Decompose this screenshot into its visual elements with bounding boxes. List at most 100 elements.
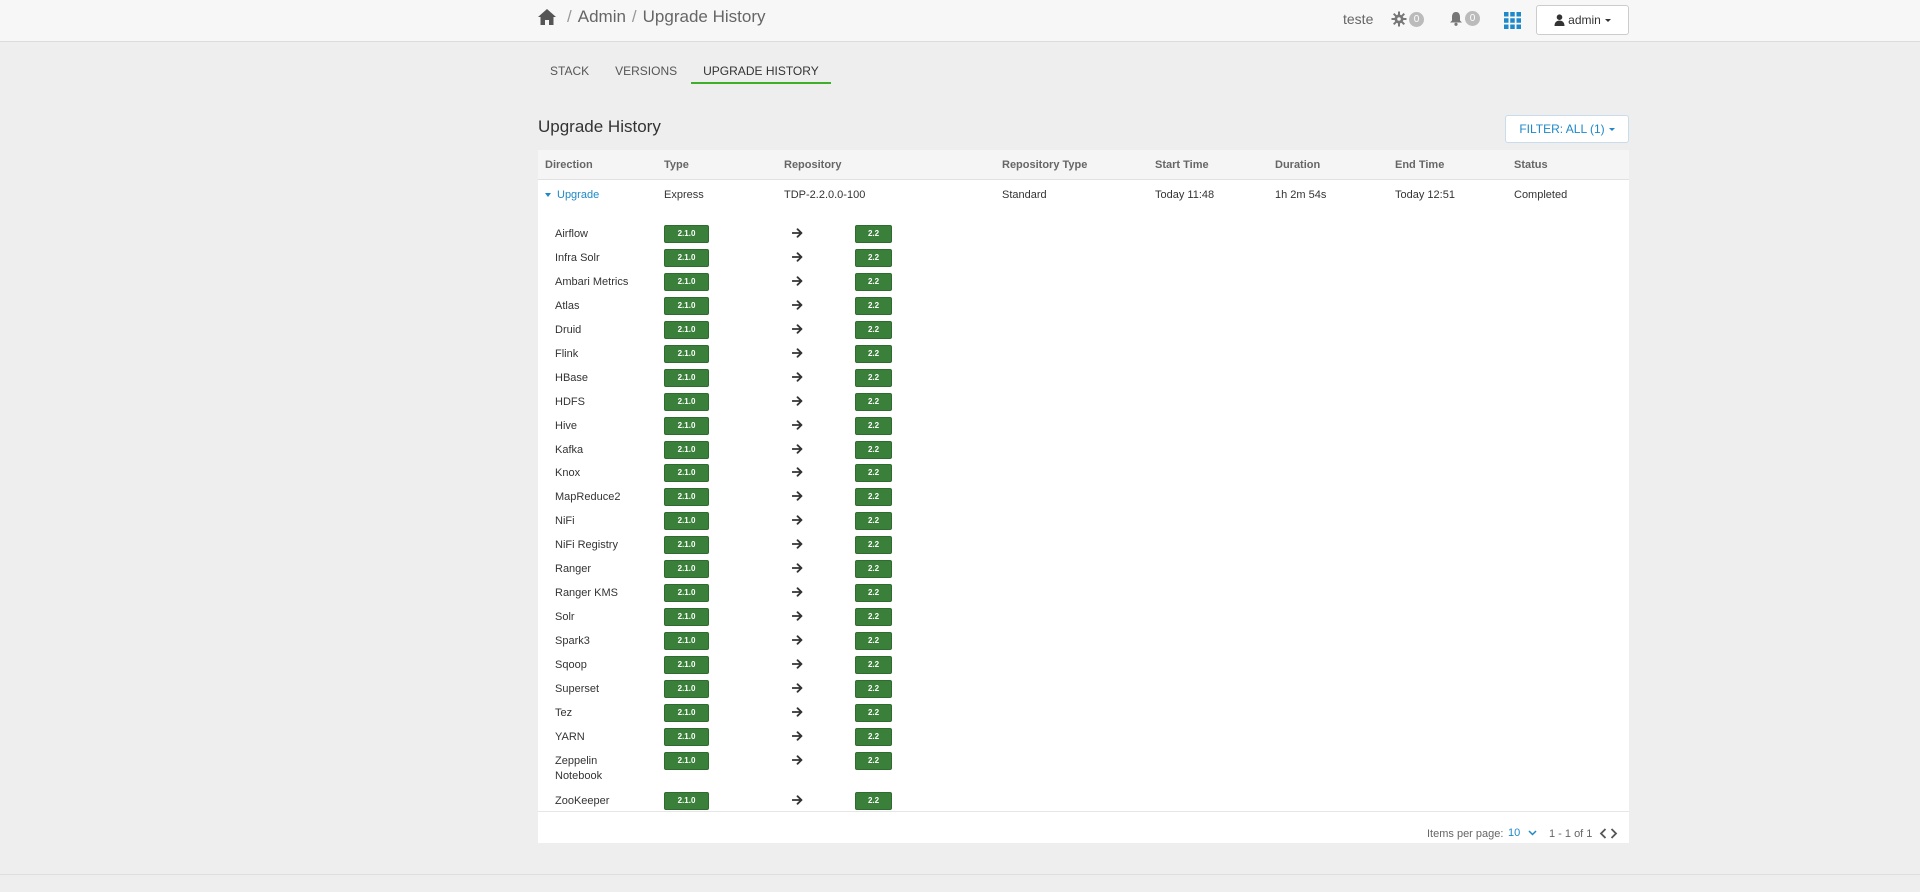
arrow-right-icon — [792, 635, 803, 645]
from-version-badge: 2.1.0 — [664, 393, 709, 411]
arrow-right-icon — [792, 563, 803, 573]
from-version-badge: 2.1.0 — [664, 249, 709, 267]
items-per-page-select[interactable]: 10 — [1508, 827, 1521, 839]
user-icon — [1554, 14, 1565, 26]
breadcrumb-current: Upgrade History — [642, 7, 766, 26]
page-range: 1 - 1 of 1 — [1549, 828, 1593, 840]
from-version-badge: 2.1.0 — [664, 608, 709, 626]
service-row: Solr 2.1.0 2.2 — [538, 606, 1629, 626]
chevron-left-icon[interactable] — [1599, 828, 1607, 839]
to-version-badge: 2.2 — [855, 273, 892, 291]
to-version-badge: 2.2 — [855, 512, 892, 530]
to-version-badge: 2.2 — [855, 584, 892, 602]
arrow-right-icon — [792, 491, 803, 501]
to-version-badge: 2.2 — [855, 345, 892, 363]
breadcrumb-admin[interactable]: Admin — [577, 7, 626, 26]
arrow-right-icon — [792, 300, 803, 310]
service-row: Airflow 2.1.0 2.2 — [538, 223, 1629, 243]
column-header-repository: Repository — [784, 159, 842, 171]
background-ops-indicator[interactable]: 0 — [1391, 11, 1424, 27]
service-row: Superset 2.1.0 2.2 — [538, 678, 1629, 698]
to-version-badge: 2.2 — [855, 488, 892, 506]
arrow-right-icon — [792, 324, 803, 334]
from-version-badge: 2.1.0 — [664, 560, 709, 578]
grid-icon[interactable] — [1504, 12, 1521, 29]
arrow-right-icon — [792, 659, 803, 669]
arrow-right-icon — [792, 276, 803, 286]
tab-versions[interactable]: VERSIONS — [615, 64, 678, 78]
filter-dropdown-button[interactable]: FILTER: ALL (1) — [1505, 115, 1629, 143]
column-header-direction: Direction — [545, 159, 593, 171]
from-version-badge: 2.1.0 — [664, 345, 709, 363]
to-version-badge: 2.2 — [855, 249, 892, 267]
service-row: YARN 2.1.0 2.2 — [538, 726, 1629, 746]
arrow-right-icon — [792, 683, 803, 693]
from-version-badge: 2.1.0 — [664, 369, 709, 387]
start-time-value: Today 11:48 — [1155, 189, 1215, 201]
column-header-end-time: End Time — [1395, 159, 1445, 171]
footer-divider — [0, 874, 1920, 875]
table-row[interactable]: Upgrade Express TDP-2.2.0.0-100 Standard… — [538, 181, 1629, 211]
column-header-start-time: Start Time — [1155, 159, 1209, 171]
gear-icon — [1391, 11, 1407, 27]
service-row: HDFS 2.1.0 2.2 — [538, 391, 1629, 411]
from-version-badge: 2.1.0 — [664, 512, 709, 530]
arrow-right-icon — [792, 539, 803, 549]
tab-stack[interactable]: STACK — [550, 64, 590, 78]
repository-type-value: Standard — [1002, 189, 1047, 201]
arrow-right-icon — [792, 467, 803, 477]
arrow-right-icon — [792, 611, 803, 621]
filter-label: FILTER: ALL (1) — [1519, 122, 1605, 136]
stack-tabs: STACK VERSIONS UPGRADE HISTORY — [538, 60, 833, 84]
to-version-badge: 2.2 — [855, 536, 892, 554]
chevron-down-icon[interactable] — [1528, 829, 1537, 837]
service-row: Tez 2.1.0 2.2 — [538, 702, 1629, 722]
column-header-duration: Duration — [1275, 159, 1321, 171]
end-time-value: Today 12:51 — [1395, 189, 1455, 201]
from-version-badge: 2.1.0 — [664, 417, 709, 435]
service-row: Knox 2.1.0 2.2 — [538, 462, 1629, 482]
home-icon[interactable] — [537, 7, 557, 27]
service-row: ZooKeeper 2.1.0 2.2 — [538, 790, 1629, 810]
alerts-indicator[interactable]: 0 — [1449, 11, 1480, 26]
tab-upgrade-history[interactable]: UPGRADE HISTORY — [691, 60, 831, 84]
breadcrumb-separator: / — [631, 7, 637, 26]
service-name: Ambari Metrics — [555, 276, 629, 288]
column-header-repository-type: Repository Type — [1002, 159, 1088, 171]
service-row: Kafka 2.1.0 2.2 — [538, 439, 1629, 459]
bell-icon — [1450, 12, 1462, 26]
service-name: MapReduce2 — [555, 491, 621, 503]
from-version-badge: 2.1.0 — [664, 225, 709, 243]
to-version-badge: 2.2 — [855, 393, 892, 411]
top-navbar: / Admin / Upgrade History teste 0 — [0, 0, 1920, 42]
cluster-name[interactable]: teste — [1343, 11, 1374, 27]
arrow-right-icon — [792, 228, 803, 238]
user-menu-label: admin — [1568, 13, 1601, 27]
from-version-badge: 2.1.0 — [664, 297, 709, 315]
to-version-badge: 2.2 — [855, 464, 892, 482]
duration-value: 1h 2m 54s — [1275, 189, 1327, 201]
to-version-badge: 2.2 — [855, 656, 892, 674]
to-version-badge: 2.2 — [855, 560, 892, 578]
service-name: Sqoop — [555, 659, 587, 671]
service-name: HBase — [555, 372, 589, 384]
ops-count-badge: 0 — [1409, 11, 1424, 27]
chevron-right-icon[interactable] — [1610, 828, 1618, 839]
type-value: Express — [664, 189, 704, 201]
arrow-right-icon — [792, 755, 803, 765]
from-version-badge: 2.1.0 — [664, 792, 709, 810]
to-version-badge: 2.2 — [855, 792, 892, 810]
service-row: MapReduce2 2.1.0 2.2 — [538, 486, 1629, 506]
service-row: Druid 2.1.0 2.2 — [538, 319, 1629, 339]
service-name: Spark3 — [555, 635, 590, 647]
to-version-badge: 2.2 — [855, 704, 892, 722]
service-name: Ranger KMS — [555, 587, 618, 599]
service-row: Flink 2.1.0 2.2 — [538, 343, 1629, 363]
direction-toggle[interactable]: Upgrade — [545, 189, 599, 201]
breadcrumb-separator: / — [567, 7, 572, 26]
service-row: Hive 2.1.0 2.2 — [538, 415, 1629, 435]
to-version-badge: 2.2 — [855, 417, 892, 435]
user-menu-button[interactable]: admin — [1536, 5, 1629, 35]
arrow-right-icon — [792, 348, 803, 358]
to-version-badge: 2.2 — [855, 321, 892, 339]
